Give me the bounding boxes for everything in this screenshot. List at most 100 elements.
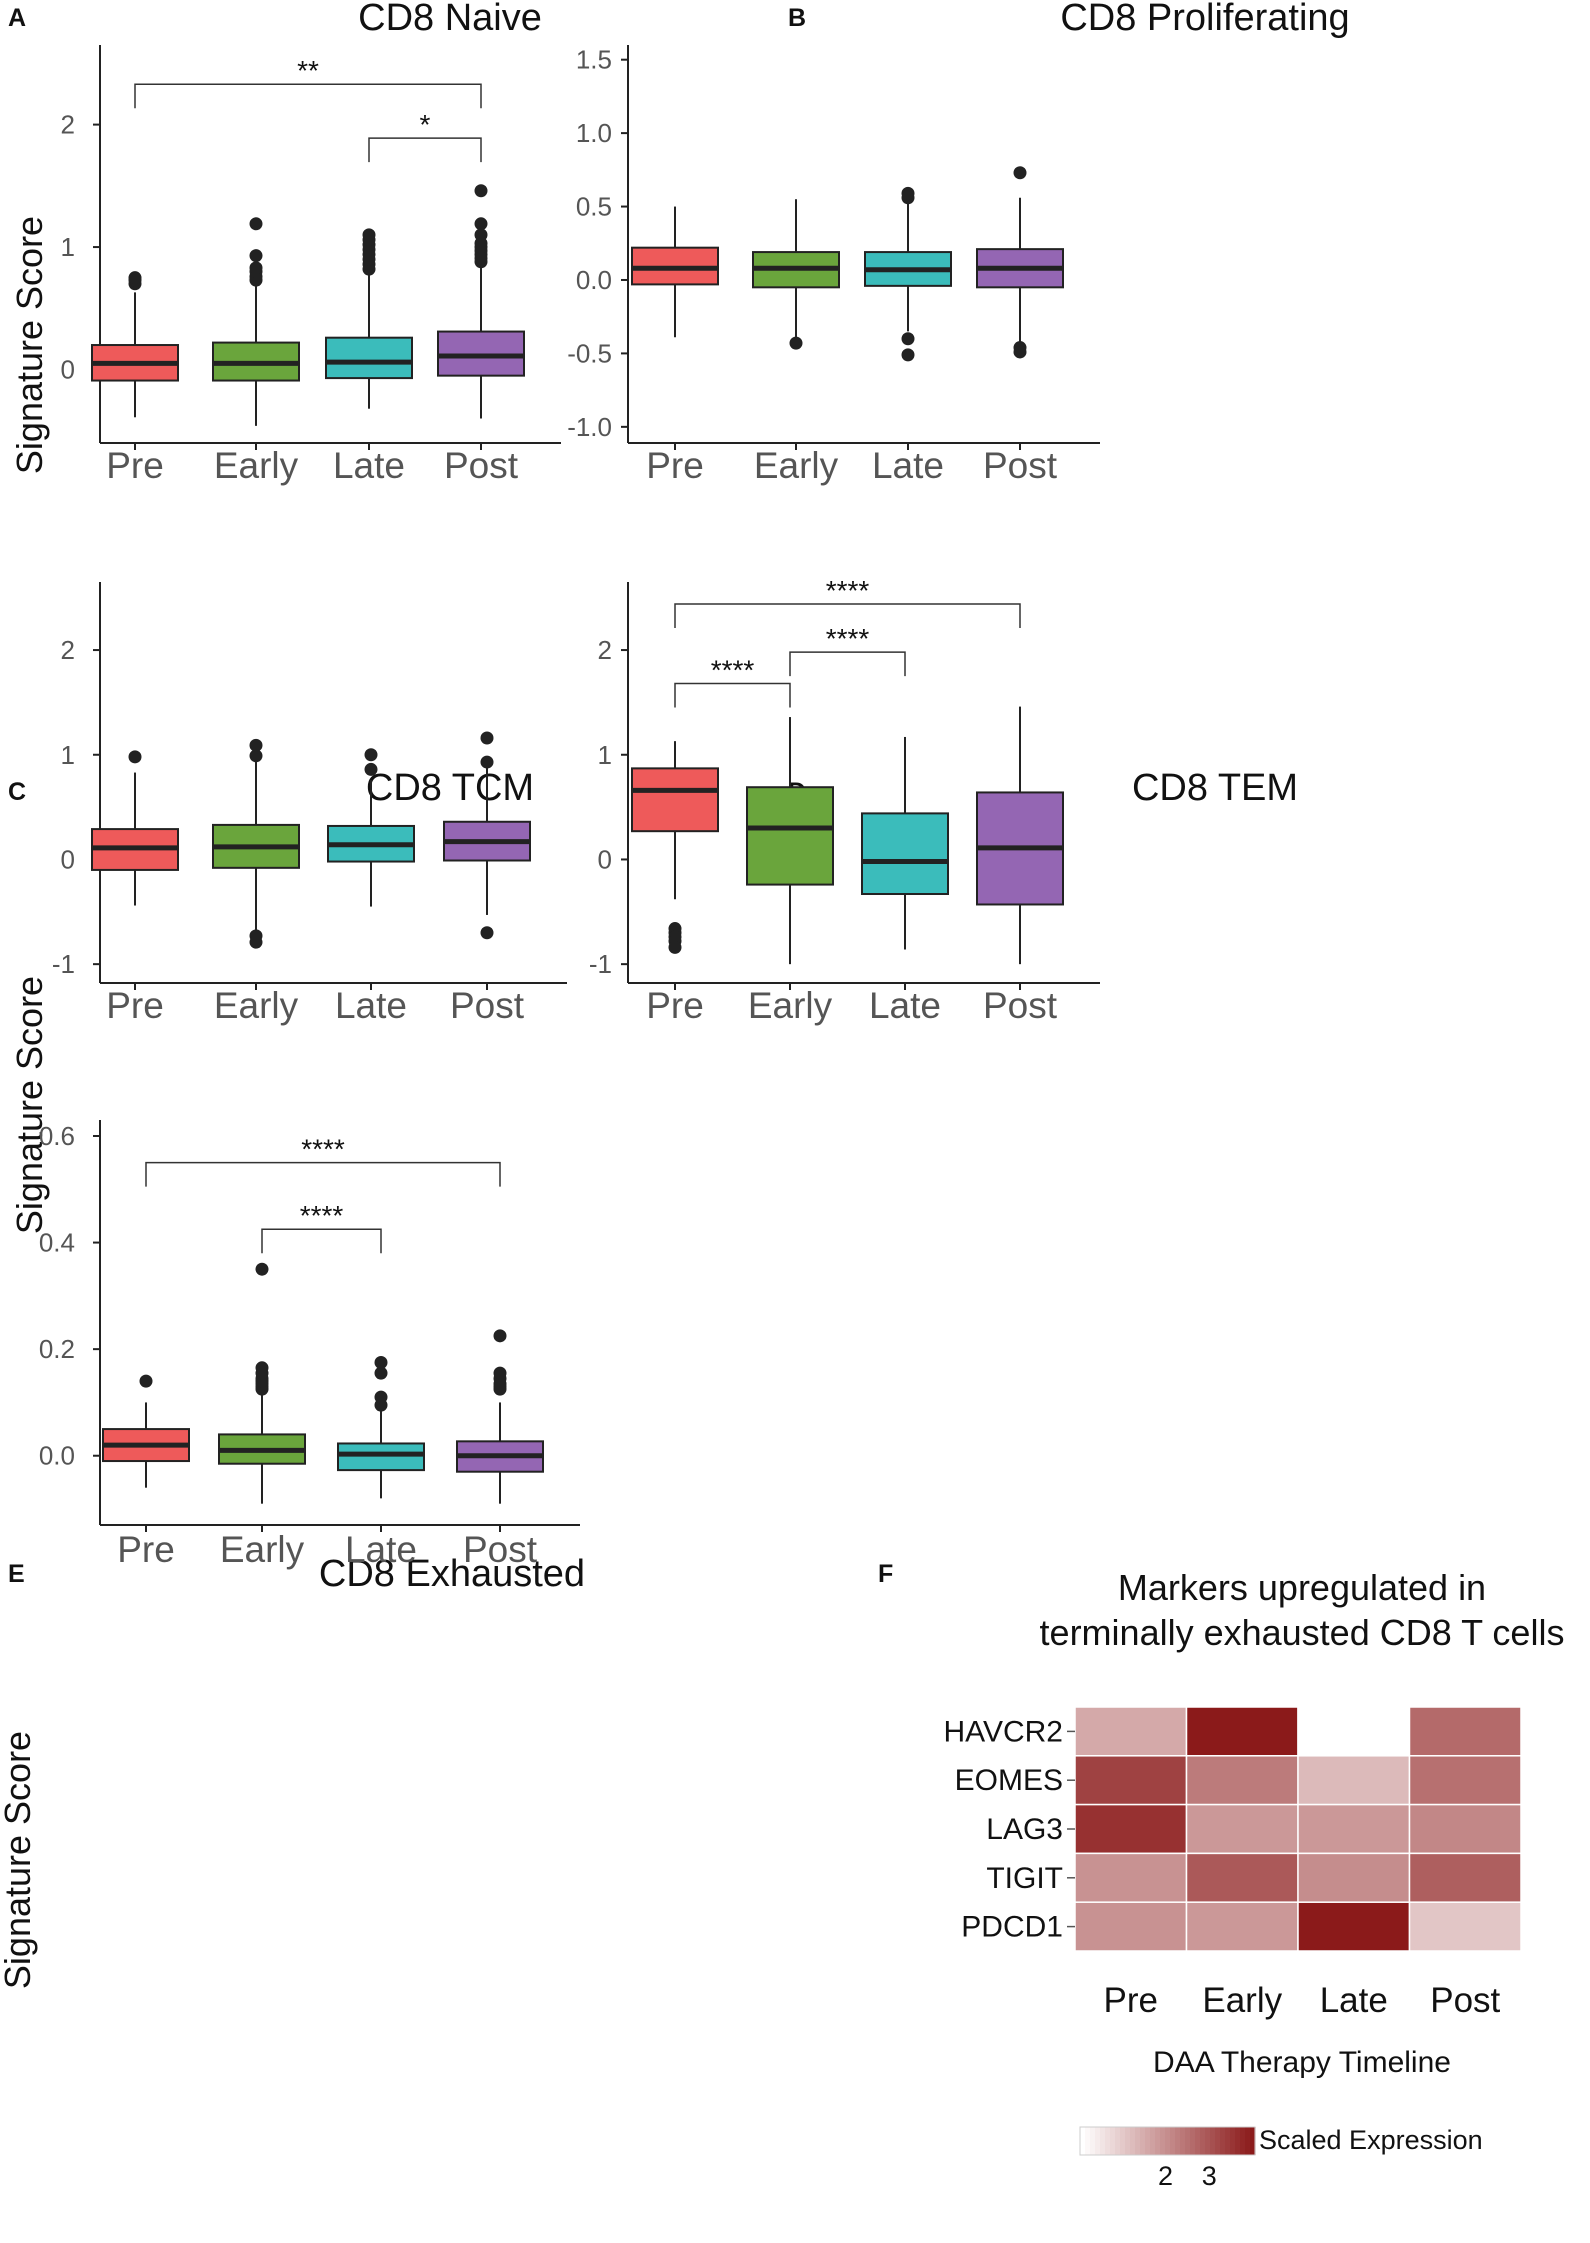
legend-gradient-step <box>1190 2127 1196 2155</box>
panel-c-outlier-point <box>364 762 378 776</box>
heatmap-cell <box>1297 1803 1411 1855</box>
panel-d-x-tick-label: Late <box>869 985 941 1026</box>
legend-gradient-step <box>1200 2127 1206 2155</box>
heatmap-row-label: EOMES <box>955 1764 1063 1797</box>
panel-c-letter: C <box>8 778 26 806</box>
legend-gradient-step <box>1185 2127 1191 2155</box>
panel-c-outlier-point <box>480 926 494 940</box>
panel-a-x-tick-label: Early <box>214 445 299 486</box>
panel-b-outlier-point <box>901 348 915 362</box>
panel-e-box-late <box>337 1442 425 1472</box>
legend-title: Scaled Expression <box>1259 2125 1483 2155</box>
panel-b-y-tick-label: 1.0 <box>576 118 612 148</box>
legend-tick-label: 2 <box>1158 2161 1173 2191</box>
heatmap-cell <box>1297 1901 1411 1952</box>
legend-gradient-step <box>1135 2127 1141 2155</box>
panel-c-x-tick-label: Pre <box>106 985 164 1026</box>
panel-a-outlier-point <box>474 184 488 198</box>
panel-b-x-tick-label: Post <box>983 445 1058 486</box>
panel-a-x-tick-label: Late <box>333 445 405 486</box>
panel-e-y-tick-label: 0.6 <box>39 1121 75 1151</box>
panel-b-x-tick-label: Late <box>872 445 944 486</box>
legend-gradient-step <box>1180 2127 1186 2155</box>
panel-a-y-axis-label: Signature Score <box>9 216 50 474</box>
legend-gradient-frame <box>1079 2126 1256 2156</box>
panel-d-x-tick-label: Post <box>983 985 1058 1026</box>
panel-e-outlier-point <box>255 1361 269 1375</box>
panel-e-plot-area: 0.0 0.2 0.4 0.6 Pre Early Late Post **** **** <box>39 1120 580 1570</box>
legend-gradient-step <box>1110 2127 1116 2155</box>
panel-e-y-tick-label: 0.4 <box>39 1228 75 1258</box>
heatmap-row-label: HAVCR2 <box>944 1715 1063 1748</box>
panel-a-significance-bracket <box>368 137 482 163</box>
panel-d-box-early <box>746 786 834 886</box>
legend-gradient-step <box>1120 2127 1126 2155</box>
panel-a-significance-bracket <box>134 83 482 109</box>
panel-a: A CD8 Naive Signature Score 0 1 2 Pre Early L… <box>8 0 561 486</box>
panel-b-outlier-point <box>789 336 803 350</box>
legend-gradient-step <box>1125 2127 1131 2155</box>
panel-b-x-tick-label: Early <box>754 445 839 486</box>
panel-a-box-late <box>325 336 413 380</box>
panel-d-box-pre <box>631 767 719 833</box>
panel-c-y-tick-label: 1 <box>61 740 75 770</box>
panel-d-x-tick-label: Early <box>748 985 833 1026</box>
heatmap-cell <box>1297 1706 1411 1757</box>
panel-c-title: CD8 TCM <box>366 767 534 809</box>
legend-gradient-step <box>1130 2127 1136 2155</box>
heatmap-cell <box>1074 1852 1188 1903</box>
heatmap-row-label: PDCD1 <box>961 1911 1063 1944</box>
panel-b-outlier-point <box>1013 166 1027 180</box>
panel-d-y-tick-label: -1 <box>589 949 612 979</box>
panel-d-significance-label: **** <box>711 655 755 686</box>
legend-gradient-step <box>1170 2127 1176 2155</box>
panel-c-x-tick-label: Early <box>214 985 299 1026</box>
legend-gradient-step <box>1095 2127 1101 2155</box>
panel-d-significance-bracket <box>674 682 791 708</box>
heatmap-cell <box>1408 1901 1522 1952</box>
panel-e-significance-bracket <box>145 1161 501 1187</box>
panel-b-y-tick-label: -0.5 <box>567 338 612 368</box>
heatmap-cell <box>1185 1901 1299 1952</box>
panel-c-outlier-point <box>480 755 494 769</box>
panel-c-outlier-point <box>249 749 263 763</box>
heatmap-cell <box>1185 1803 1299 1855</box>
panel-d-box-late <box>861 812 949 896</box>
panel-f-heatmap: HAVCR2 EOMES LAG3 TIGIT PDCD1 Pre Early Late Pos… <box>944 1706 1522 2020</box>
legend-gradient-step <box>1080 2127 1086 2155</box>
panel-e-x-tick-label: Early <box>220 1529 305 1570</box>
heatmap-cell <box>1297 1852 1411 1903</box>
heatmap-cell <box>1297 1755 1411 1806</box>
panel-b-y-tick-label: 0.5 <box>576 192 612 222</box>
legend-gradient-step <box>1220 2127 1226 2155</box>
panel-c-x-tick-label: Post <box>450 985 525 1026</box>
panel-d-significance-label: **** <box>826 623 870 654</box>
heatmap-cell <box>1074 1901 1188 1952</box>
panel-e-title: CD8 Exhausted <box>319 1553 585 1595</box>
panel-a-x-tick-label: Pre <box>106 445 164 486</box>
panel-d-significance-bracket <box>674 603 1021 628</box>
panel-e-outlier-point <box>255 1262 269 1276</box>
panel-c-y-tick-label: -1 <box>52 949 75 979</box>
panel-a-y-tick-label: 2 <box>61 110 75 140</box>
panel-e-y-tick-label: 0.2 <box>39 1334 75 1364</box>
panel-a-significance-label: ** <box>297 55 319 86</box>
legend-gradient-step <box>1205 2127 1211 2155</box>
panel-a-outlier-point <box>249 261 263 275</box>
panel-a-outlier-point <box>474 228 488 242</box>
panel-c-outlier-point <box>480 731 494 745</box>
panel-b-title: CD8 Proliferating <box>1060 0 1349 39</box>
panel-c-outlier-point <box>249 738 263 752</box>
panel-e-letter: E <box>8 1560 25 1588</box>
panel-b-outlier-point <box>901 186 915 200</box>
panel-e-outlier-point <box>374 1366 388 1380</box>
legend-gradient-step <box>1235 2127 1241 2155</box>
panel-a-title: CD8 Naive <box>358 0 542 39</box>
heatmap-cell <box>1408 1852 1522 1903</box>
panel-b-outlier-point <box>1013 345 1027 359</box>
panel-b-y-tick-label: 0.0 <box>576 265 612 295</box>
legend-tick-label: 3 <box>1202 2161 1217 2191</box>
panel-b-y-tick-label: 1.5 <box>576 45 612 75</box>
legend-gradient-step <box>1175 2127 1181 2155</box>
